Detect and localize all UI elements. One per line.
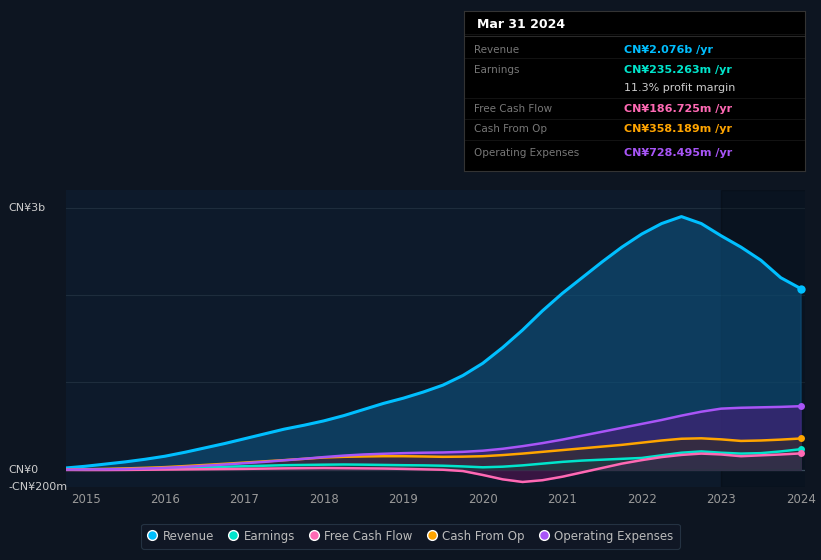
- Text: CN¥2.076b /yr: CN¥2.076b /yr: [624, 44, 713, 54]
- Text: CN¥358.189m /yr: CN¥358.189m /yr: [624, 124, 732, 134]
- Text: Operating Expenses: Operating Expenses: [474, 148, 580, 158]
- Text: CN¥235.263m /yr: CN¥235.263m /yr: [624, 66, 732, 75]
- Text: CN¥186.725m /yr: CN¥186.725m /yr: [624, 104, 732, 114]
- Text: Cash From Op: Cash From Op: [474, 124, 547, 134]
- Text: -CN¥200m: -CN¥200m: [8, 482, 67, 492]
- Legend: Revenue, Earnings, Free Cash Flow, Cash From Op, Operating Expenses: Revenue, Earnings, Free Cash Flow, Cash …: [141, 524, 680, 549]
- Text: CN¥3b: CN¥3b: [8, 203, 45, 213]
- Text: 11.3% profit margin: 11.3% profit margin: [624, 83, 736, 93]
- Text: Earnings: Earnings: [474, 66, 520, 75]
- Text: Free Cash Flow: Free Cash Flow: [474, 104, 553, 114]
- Text: Mar 31 2024: Mar 31 2024: [478, 18, 566, 31]
- Text: Revenue: Revenue: [474, 44, 519, 54]
- Text: CN¥728.495m /yr: CN¥728.495m /yr: [624, 148, 732, 158]
- Text: CN¥0: CN¥0: [8, 465, 39, 475]
- Bar: [721, 190, 809, 487]
